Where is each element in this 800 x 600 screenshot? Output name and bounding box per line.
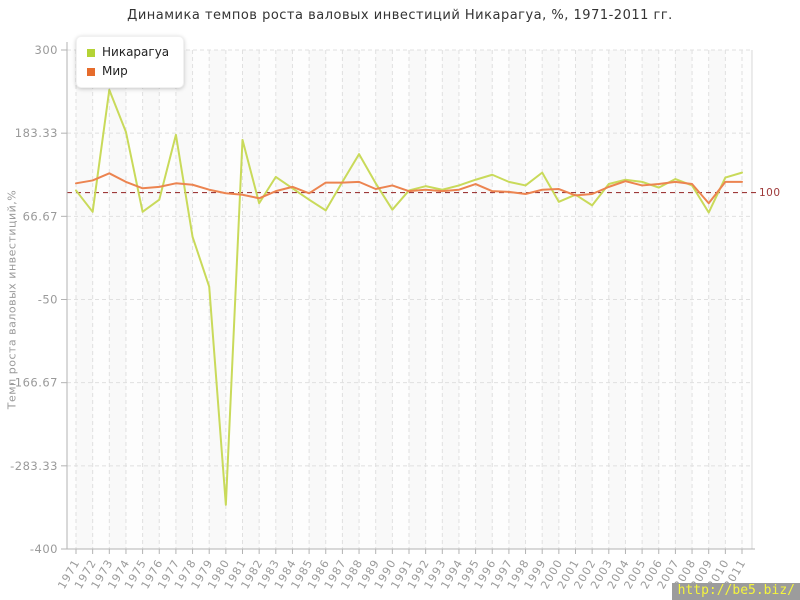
plot-band	[708, 50, 726, 549]
y-tick-label: -166.67	[10, 376, 58, 390]
plot-band	[575, 50, 593, 549]
legend-label: Мир	[102, 64, 128, 78]
legend-item-world[interactable]: Мир	[87, 62, 169, 81]
watermark-link[interactable]: http://be5.biz/	[671, 583, 800, 600]
plot-band	[142, 50, 160, 549]
y-tick-label: -50	[38, 293, 58, 307]
y-tick-label: -283.33	[10, 459, 58, 473]
legend: Никарагуа Мир	[76, 36, 185, 88]
series-line-world	[75, 172, 743, 205]
plot-band	[175, 50, 193, 549]
legend-label: Никарагуа	[102, 45, 170, 59]
plot-band	[608, 50, 626, 549]
y-tick-label: 300	[35, 43, 58, 57]
legend-item-nicaragua[interactable]: Никарагуа	[87, 43, 169, 62]
world-series-swatch-icon	[87, 67, 95, 76]
nicaragua-series-swatch-icon	[87, 48, 95, 57]
ref-line-label: 100	[759, 187, 781, 199]
y-tick-label: 66.67	[23, 209, 58, 223]
plot-band	[442, 50, 459, 549]
plot-band	[309, 50, 326, 549]
y-tick-label: -400	[30, 542, 58, 556]
chart-title: Динамика темпов роста валовых инвестиций…	[127, 8, 673, 23]
y-tick-label: 183.33	[15, 126, 58, 140]
